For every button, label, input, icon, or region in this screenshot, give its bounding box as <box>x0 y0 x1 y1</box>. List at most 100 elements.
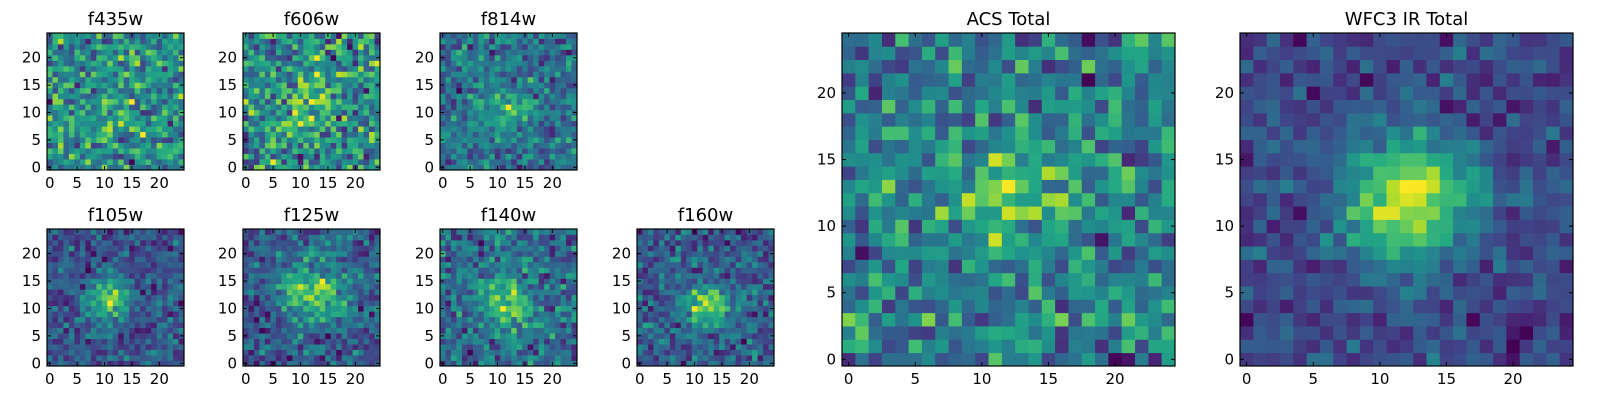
heatmap-cell <box>330 54 337 61</box>
heatmap-cell <box>516 38 523 45</box>
heatmap-cell <box>363 137 370 143</box>
heatmap-cell <box>330 43 337 50</box>
heatmap-cell <box>178 311 185 318</box>
heatmap-cell <box>724 289 731 296</box>
heatmap-cell <box>292 38 299 45</box>
heatmap-cell <box>308 349 315 356</box>
x-tick-label: 5 <box>72 370 82 388</box>
heatmap-cell <box>162 142 168 149</box>
heatmap-cell <box>308 71 315 78</box>
heatmap-cell <box>308 239 315 246</box>
heatmap-cell <box>494 322 501 329</box>
heatmap-cell <box>129 159 136 165</box>
heatmap-cell <box>140 164 147 171</box>
heatmap-cell <box>461 338 468 345</box>
heatmap-cell <box>691 349 698 356</box>
heatmap-cell <box>303 164 310 171</box>
heatmap-cell <box>555 349 561 356</box>
heatmap-cell <box>571 355 578 361</box>
heatmap-cell <box>292 148 299 154</box>
heatmap-cell <box>314 360 321 367</box>
heatmap-cell <box>450 234 457 241</box>
heatmap-cell <box>450 305 457 312</box>
heatmap-cell <box>248 355 255 361</box>
heatmap-cell <box>101 294 108 301</box>
heatmap-cell <box>895 299 909 314</box>
heatmap-cell <box>336 71 343 78</box>
heatmap-cell <box>1108 312 1123 327</box>
heatmap-cell <box>90 93 97 100</box>
heatmap-cell <box>921 206 936 220</box>
heatmap-cell <box>253 120 260 127</box>
heatmap-cell <box>566 120 572 127</box>
heatmap-cell <box>63 311 70 318</box>
heatmap-cell <box>374 349 381 356</box>
heatmap-cell <box>686 344 693 350</box>
heatmap-cell <box>162 338 168 345</box>
heatmap-cell <box>129 120 136 127</box>
heatmap-cell <box>467 148 474 154</box>
heatmap-cell <box>467 278 474 285</box>
heatmap-cell <box>292 153 299 160</box>
heatmap-cell <box>118 289 125 296</box>
heatmap-cell <box>489 234 496 241</box>
heatmap-cell <box>270 153 277 160</box>
heatmap-cell <box>881 219 896 234</box>
heatmap-cell <box>522 311 529 318</box>
heatmap-cell <box>330 305 337 312</box>
heatmap-cell <box>374 142 381 149</box>
heatmap-cell <box>483 333 490 339</box>
heatmap-cell <box>842 232 856 247</box>
heatmap-cell <box>145 283 152 290</box>
heatmap-cell <box>156 316 163 323</box>
heatmap-cell <box>85 267 92 274</box>
heatmap-cell <box>516 338 523 345</box>
heatmap-cell <box>741 283 747 290</box>
heatmap-cell <box>472 98 479 105</box>
heatmap-cell <box>253 109 260 116</box>
heatmap-cell <box>52 289 59 296</box>
heatmap-cell <box>483 115 490 122</box>
heatmap-cell <box>347 355 353 361</box>
heatmap-cell <box>140 272 147 279</box>
heatmap-cell <box>308 256 315 263</box>
heatmap-cell <box>1055 246 1069 260</box>
heatmap-cell <box>145 159 152 165</box>
heatmap-cell <box>173 267 179 274</box>
heatmap-cell <box>544 43 550 50</box>
heatmap-cell <box>63 327 70 334</box>
heatmap-cell <box>79 272 86 279</box>
heatmap-cell <box>961 206 976 220</box>
heatmap-cell <box>330 71 337 78</box>
heatmap-cell <box>336 54 343 61</box>
heatmap-cell <box>675 267 682 274</box>
x-tick-label: 5 <box>465 370 475 388</box>
heatmap-cell <box>96 250 103 257</box>
heatmap-cell <box>107 229 114 235</box>
heatmap-cell <box>308 316 315 323</box>
heatmap-cell <box>167 98 174 105</box>
heatmap-cell <box>669 349 676 356</box>
heatmap-cell <box>253 360 260 367</box>
heatmap-cell <box>642 256 649 263</box>
heatmap-cell <box>173 305 179 312</box>
heatmap-cell <box>664 355 671 361</box>
heatmap-cell <box>516 355 523 361</box>
heatmap-cell <box>527 322 534 329</box>
heatmap-cell <box>522 54 529 61</box>
heatmap-cell <box>1095 206 1109 220</box>
heatmap-cell <box>505 305 512 312</box>
heatmap-cell <box>363 311 370 318</box>
heatmap-cell <box>647 272 654 279</box>
heatmap-cell <box>259 104 266 111</box>
heatmap-cell <box>500 43 507 50</box>
heatmap-cell <box>118 327 125 334</box>
heatmap-cell <box>1135 259 1149 274</box>
heatmap-cell <box>664 245 671 252</box>
heatmap-cell <box>63 38 70 45</box>
heatmap-cell <box>248 76 255 83</box>
heatmap-cell <box>134 267 141 274</box>
heatmap-cell <box>292 338 299 345</box>
heatmap-cell <box>270 278 277 285</box>
heatmap-cell <box>336 355 343 361</box>
